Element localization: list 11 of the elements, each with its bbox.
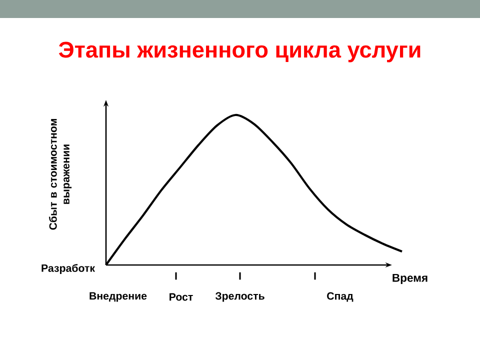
text: Рост xyxy=(170,293,193,301)
y-axis-title: Сбыт в стоимостном выражении xyxy=(48,119,72,230)
text: I xyxy=(239,272,241,280)
text: Внедрение xyxy=(90,292,147,302)
x-axis-title: Время xyxy=(392,274,428,284)
text: I xyxy=(175,272,177,280)
text: Разработк xyxy=(42,264,95,274)
text: Спад xyxy=(327,292,354,302)
text: Зрелость xyxy=(215,292,264,302)
chart-title: Этапы жизненного цикла услуги xyxy=(58,42,420,62)
text: I xyxy=(314,272,316,280)
